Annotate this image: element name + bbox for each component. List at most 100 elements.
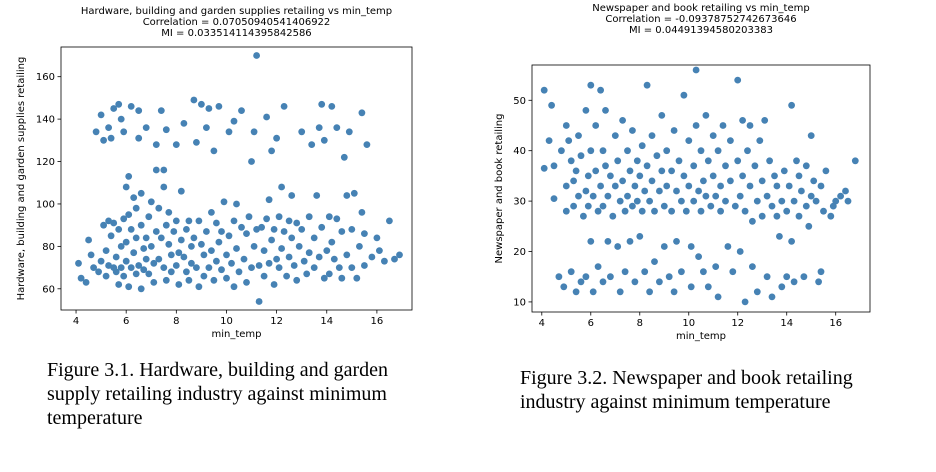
data-point xyxy=(320,136,328,144)
data-point xyxy=(122,257,130,265)
data-point xyxy=(702,192,710,200)
x-tick-label: 12 xyxy=(270,316,283,327)
chart-title-line: MI = 0.033514114395842586 xyxy=(161,28,311,39)
data-point xyxy=(160,264,168,271)
data-point xyxy=(125,173,133,180)
data-point xyxy=(160,183,168,191)
data-point xyxy=(636,172,644,180)
data-point xyxy=(724,243,732,250)
data-point xyxy=(751,162,759,170)
data-point xyxy=(695,253,702,260)
data-point xyxy=(565,137,573,145)
data-point xyxy=(798,187,805,195)
data-point xyxy=(313,192,321,199)
data-point xyxy=(125,211,133,219)
data-point xyxy=(555,273,563,281)
data-point xyxy=(660,202,668,210)
data-point xyxy=(685,182,693,190)
data-point xyxy=(152,228,160,235)
data-point xyxy=(582,107,590,114)
data-point xyxy=(584,202,592,210)
data-point xyxy=(228,259,235,267)
data-point xyxy=(195,283,203,291)
data-point xyxy=(802,162,810,170)
data-point xyxy=(749,217,756,225)
data-point xyxy=(120,215,128,223)
data-point xyxy=(157,107,165,114)
data-point xyxy=(812,197,820,205)
data-point xyxy=(656,187,663,195)
data-point xyxy=(147,198,155,206)
data-point xyxy=(648,177,656,185)
data-point xyxy=(198,240,205,248)
data-point xyxy=(636,233,644,240)
data-point xyxy=(308,141,316,149)
data-point xyxy=(582,273,590,281)
data-point xyxy=(180,120,188,127)
data-point xyxy=(130,194,138,202)
chart-title-line: Newspaper and book retailing vs min_temp xyxy=(592,3,809,14)
data-point xyxy=(712,263,720,270)
data-point xyxy=(190,234,198,242)
data-point xyxy=(604,192,612,200)
data-point xyxy=(100,136,107,144)
data-point xyxy=(851,157,859,165)
data-point xyxy=(837,192,844,200)
data-point xyxy=(75,259,82,267)
data-point xyxy=(87,251,95,259)
data-point xyxy=(248,158,255,165)
data-point xyxy=(548,101,555,109)
data-point xyxy=(567,157,575,165)
data-point xyxy=(685,137,693,145)
data-point xyxy=(142,124,150,131)
data-point xyxy=(584,172,592,180)
data-point xyxy=(587,81,595,89)
data-point xyxy=(678,197,685,205)
data-point xyxy=(105,124,112,131)
data-point xyxy=(621,207,629,215)
data-point xyxy=(697,207,705,215)
chart-hardware-retailing-svg: Hardware, building and garden supplies r… xyxy=(16,6,413,340)
data-point xyxy=(253,52,260,59)
y-axis-label: Newspaper and book retailing xyxy=(494,114,505,264)
data-point xyxy=(746,122,754,129)
data-point xyxy=(844,197,852,205)
data-point xyxy=(140,245,148,252)
data-point xyxy=(315,253,323,261)
data-point xyxy=(248,264,255,271)
data-point xyxy=(162,276,170,284)
data-point xyxy=(323,247,331,255)
data-point xyxy=(602,107,609,114)
data-point xyxy=(210,147,218,155)
data-point xyxy=(350,189,358,197)
data-point xyxy=(135,134,143,142)
data-point xyxy=(340,153,348,161)
data-point xyxy=(599,278,607,286)
data-point xyxy=(594,263,602,270)
data-point xyxy=(238,223,245,231)
data-point xyxy=(717,207,724,215)
data-point xyxy=(562,182,570,190)
data-point xyxy=(132,204,140,212)
data-point xyxy=(160,166,168,174)
data-point xyxy=(283,272,290,280)
chart-newspaper-retailing: Newspaper and book retailing vs min_temp… xyxy=(468,0,936,350)
data-point xyxy=(162,126,170,134)
data-point xyxy=(766,157,773,165)
data-point xyxy=(230,117,238,125)
data-point xyxy=(260,247,268,255)
data-point xyxy=(663,182,671,190)
chart-title-line: Correlation = 0.07050940541406922 xyxy=(143,17,331,28)
data-point xyxy=(810,177,818,185)
data-point xyxy=(172,262,180,269)
data-point xyxy=(616,288,624,296)
x-axis-label: min_temp xyxy=(211,329,261,340)
data-point xyxy=(783,207,791,215)
data-point xyxy=(265,259,273,267)
data-point xyxy=(626,238,634,245)
data-point xyxy=(205,264,213,271)
data-point xyxy=(343,192,351,199)
data-point xyxy=(567,268,575,276)
data-point xyxy=(668,207,675,215)
data-point xyxy=(328,238,336,246)
